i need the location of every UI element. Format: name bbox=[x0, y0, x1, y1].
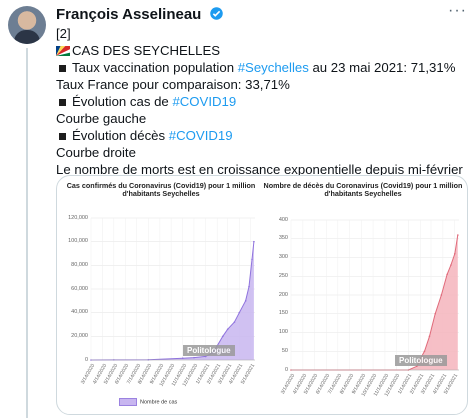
cases-chart: Cas confirmés du Coronavirus (Covid19) p… bbox=[61, 180, 261, 414]
tweet-text-span: au 23 mai 2021: 71,31% bbox=[308, 60, 456, 75]
y-tick-label: 60,000 bbox=[71, 285, 88, 292]
series-area bbox=[291, 235, 458, 370]
data-point bbox=[248, 285, 250, 288]
data-point bbox=[434, 312, 437, 315]
tweet-line: [2] bbox=[56, 26, 71, 41]
data-point bbox=[221, 335, 224, 338]
tweet-line: Courbe gauche bbox=[56, 111, 147, 126]
y-tick-label: 0 bbox=[284, 366, 288, 373]
series-area bbox=[91, 241, 254, 360]
y-tick-label: 350 bbox=[278, 235, 288, 242]
tweet-line: Taux France pour comparaison: 33,71% bbox=[56, 77, 290, 92]
tweet-image[interactable]: Cas confirmés du Coronavirus (Covid19) p… bbox=[56, 175, 468, 415]
chart-title: Nombre de décès du Coronavirus (Covid19)… bbox=[263, 181, 463, 198]
y-tick-label: 100,000 bbox=[68, 238, 88, 245]
data-point bbox=[440, 294, 443, 296]
bullet-square-icon bbox=[59, 132, 66, 140]
series-line bbox=[90, 241, 255, 361]
tweet-line: CAS DES SEYCHELLES bbox=[56, 42, 466, 59]
tweet-text-span: Évolution cas de bbox=[72, 94, 173, 109]
tweet-line: Courbe droite bbox=[56, 145, 136, 160]
seychelles-flag-icon bbox=[56, 46, 70, 56]
data-point bbox=[253, 240, 255, 243]
tweet-line: Évolution décès #COVID19 bbox=[56, 127, 466, 144]
data-point bbox=[226, 328, 229, 331]
chart-legend: Nombre de cas bbox=[119, 398, 177, 406]
y-tick-label: 20,000 bbox=[71, 332, 88, 339]
data-point bbox=[453, 252, 456, 255]
hashtag-link[interactable]: #Seychelles bbox=[237, 60, 309, 75]
y-tick-label: 400 bbox=[278, 216, 288, 223]
author-name[interactable]: François Asselineau bbox=[56, 6, 202, 23]
data-point bbox=[446, 273, 448, 276]
tweet-text: [2] CAS DES SEYCHELLES Taux vaccination … bbox=[56, 25, 466, 178]
bullet-square-icon bbox=[59, 98, 66, 106]
data-point bbox=[423, 350, 426, 353]
author-avatar[interactable] bbox=[8, 6, 46, 44]
y-tick-label: 80,000 bbox=[71, 261, 88, 268]
data-point bbox=[450, 264, 452, 266]
tweet-line: Évolution cas de #COVID19 bbox=[56, 93, 466, 110]
data-point bbox=[457, 234, 459, 236]
y-tick-label: 300 bbox=[278, 254, 288, 260]
y-tick-label: 100 bbox=[278, 329, 288, 335]
tweet-line: Le nombre de morts est en croissance exp… bbox=[56, 162, 463, 177]
tweet-line: Taux vaccination population #Seychelles … bbox=[56, 59, 466, 76]
watermark: Politologue bbox=[183, 345, 235, 356]
thread-line bbox=[26, 48, 28, 418]
series-line bbox=[291, 234, 459, 371]
y-tick-label: 120,000 bbox=[68, 214, 88, 221]
tweet-line-text: CAS DES SEYCHELLES bbox=[72, 43, 221, 58]
legend-label: Nombre de cas bbox=[140, 399, 178, 406]
watermark: Politologue bbox=[395, 355, 447, 366]
data-point bbox=[238, 311, 241, 314]
tweet-header: François Asselineau bbox=[56, 6, 451, 24]
y-tick-label: 150 bbox=[278, 310, 288, 317]
y-tick-label: 250 bbox=[278, 272, 288, 279]
y-tick-label: 50 bbox=[281, 347, 288, 354]
y-tick-label: 40,000 bbox=[71, 309, 88, 316]
cases-chart-plot bbox=[90, 217, 255, 361]
data-point bbox=[233, 321, 236, 323]
bullet-square-icon bbox=[59, 64, 66, 72]
tweet-text-span: Évolution décès bbox=[72, 128, 169, 143]
more-options-icon[interactable]: ··· bbox=[448, 2, 467, 19]
chart-title: Cas confirmés du Coronavirus (Covid19) p… bbox=[66, 181, 256, 198]
data-point bbox=[244, 300, 247, 302]
data-point bbox=[193, 356, 195, 359]
data-point bbox=[181, 357, 184, 360]
data-point bbox=[428, 335, 431, 338]
data-point bbox=[204, 355, 207, 358]
tweet-text-span: Taux vaccination population bbox=[72, 60, 238, 75]
deaths-chart: Nombre de décès du Coronavirus (Covid19)… bbox=[263, 180, 463, 414]
hashtag-link[interactable]: #COVID19 bbox=[168, 128, 233, 143]
verified-badge-icon bbox=[209, 6, 224, 25]
hashtag-link[interactable]: #COVID19 bbox=[172, 94, 237, 109]
data-point bbox=[251, 258, 253, 261]
legend-swatch bbox=[119, 398, 137, 406]
y-tick-label: 200 bbox=[278, 291, 288, 298]
y-tick-label: 0 bbox=[84, 356, 88, 363]
